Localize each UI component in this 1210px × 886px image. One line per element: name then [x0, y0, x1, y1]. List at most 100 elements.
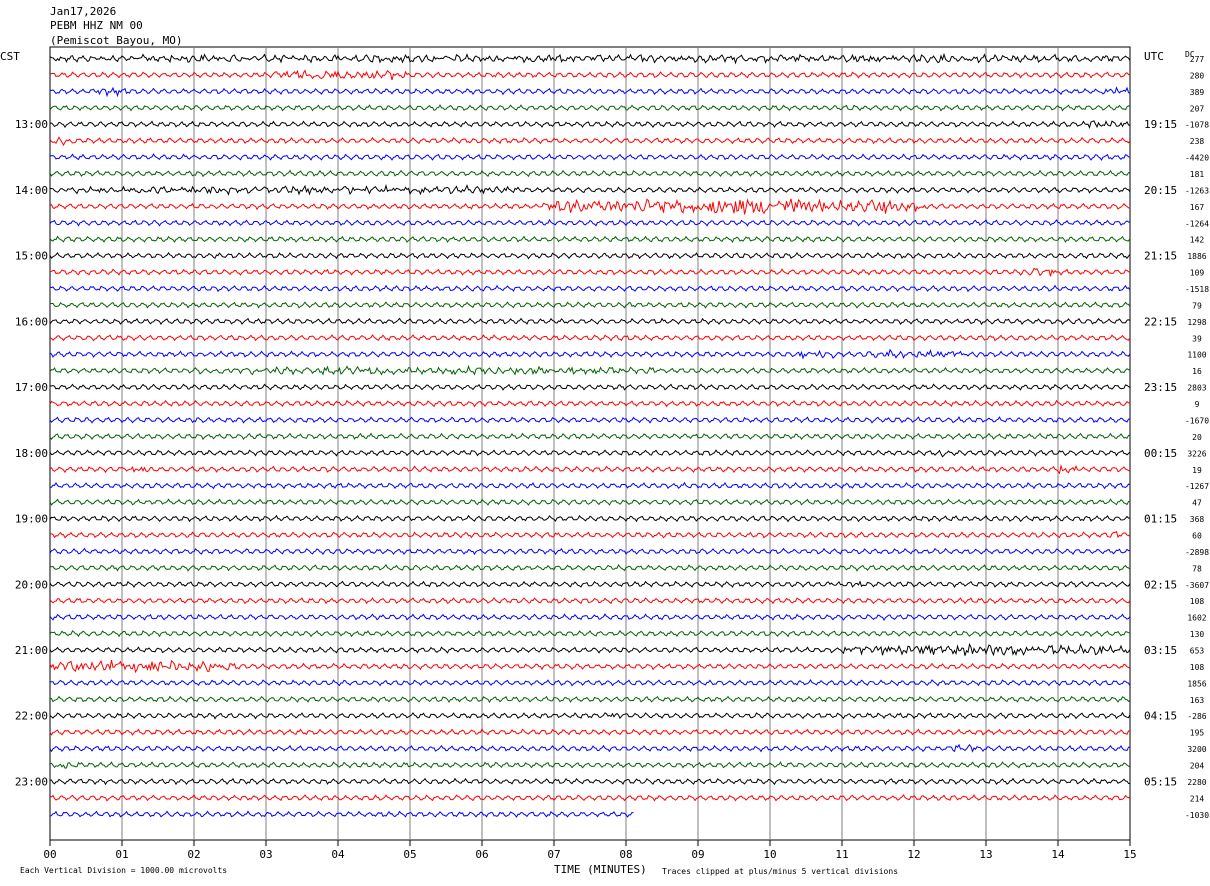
dc-offset-value: 181 [1190, 170, 1205, 179]
dc-offset-value: 1298 [1187, 318, 1206, 327]
right-hour-label: 21:15 [1144, 250, 1177, 263]
seismic-trace [49, 743, 1131, 753]
dc-offset-value: 368 [1190, 515, 1205, 524]
dc-offset-value: -3607 [1185, 581, 1209, 590]
x-tick-label: 01 [115, 848, 128, 861]
right-hour-label: 05:15 [1144, 775, 1177, 788]
dc-offset-value: 214 [1190, 794, 1205, 803]
dc-offset-value: 39 [1192, 334, 1202, 343]
dc-offset-value: -1030 [1185, 811, 1209, 820]
x-tick-label: 06 [475, 848, 488, 861]
seismic-trace [49, 728, 1131, 736]
right-hour-label: 03:15 [1144, 644, 1177, 657]
dc-offset-value: 3200 [1187, 745, 1206, 754]
seismic-trace [49, 399, 1131, 408]
dc-offset-value: 78 [1192, 564, 1202, 573]
seismic-trace [49, 416, 1131, 424]
seismic-trace [49, 348, 1131, 360]
seismic-trace [49, 136, 1131, 147]
left-timezone-label: CST [0, 50, 20, 63]
x-tick-label: 08 [619, 848, 632, 861]
dc-offset-value: 1856 [1187, 679, 1206, 688]
seismic-trace [49, 711, 1131, 720]
seismic-trace [49, 777, 1131, 786]
dc-offset-value: 109 [1190, 269, 1205, 278]
seismic-trace [49, 449, 1131, 458]
left-hour-label: 16:00 [15, 315, 48, 328]
seismic-trace [49, 564, 1131, 572]
seismic-trace [49, 383, 1131, 391]
station-location: (Pemiscot Bayou, MO) [50, 34, 183, 47]
left-hour-label: 18:00 [15, 447, 48, 460]
dc-offset-value: -1264 [1185, 219, 1209, 228]
left-hour-label: 20:00 [15, 578, 48, 591]
left-hour-label: 22:00 [15, 710, 48, 723]
right-timezone-label: UTC [1144, 50, 1164, 63]
seismic-trace [49, 514, 1131, 523]
dc-offset-value: 1100 [1187, 351, 1206, 360]
seismic-trace [49, 629, 1131, 638]
left-hour-label: 23:00 [15, 775, 48, 788]
scale-note: Each Vertical Division = 1000.00 microvo… [20, 866, 228, 875]
left-hour-label: 17:00 [15, 381, 48, 394]
dc-offset-value: 1886 [1187, 252, 1206, 261]
seismic-trace [49, 432, 1131, 441]
right-hour-label: 01:15 [1144, 513, 1177, 526]
seismic-trace [49, 530, 1131, 539]
seismic-trace [49, 334, 1131, 342]
seismic-trace [49, 463, 1131, 475]
dc-offset-value: 163 [1190, 696, 1205, 705]
seismic-trace [50, 481, 1131, 490]
seismic-trace [49, 794, 1131, 802]
seismic-trace [49, 218, 1131, 227]
dc-offset-value: 79 [1192, 301, 1202, 310]
right-hour-label: 04:15 [1144, 710, 1177, 723]
seismic-trace [49, 120, 1131, 129]
x-tick-label: 15 [1123, 848, 1136, 861]
dc-offset-value: -286 [1187, 712, 1206, 721]
dc-offset-value: 167 [1190, 203, 1205, 212]
dc-offset-value: -1263 [1185, 186, 1209, 195]
x-tick-label: 11 [835, 848, 848, 861]
x-tick-label: 03 [259, 848, 272, 861]
seismic-trace [49, 69, 1131, 81]
seismic-trace [49, 52, 1131, 65]
right-hour-label: 00:15 [1144, 447, 1177, 460]
seismic-trace [49, 547, 1131, 556]
x-tick-label: 14 [1051, 848, 1065, 861]
x-tick-label: 00 [43, 848, 56, 861]
left-hour-label: 21:00 [15, 644, 48, 657]
seismic-trace [49, 301, 1131, 309]
seismic-trace [49, 613, 1131, 621]
x-tick-label: 02 [187, 848, 200, 861]
dc-offset-value: 1602 [1187, 614, 1206, 623]
dc-offset-value: 9 [1195, 400, 1200, 409]
seismic-trace [49, 695, 1131, 704]
plot-frame [49, 46, 1131, 841]
seismic-trace [49, 580, 1131, 589]
dc-offset-value: -1670 [1185, 416, 1209, 425]
seismic-trace [49, 659, 1131, 674]
station-code: PEBM HHZ NM 00 [50, 19, 143, 32]
dc-offset-value: 3226 [1187, 449, 1206, 458]
seismic-trace [49, 183, 1131, 196]
seismic-trace [49, 679, 1131, 687]
x-tick-label: 09 [691, 848, 704, 861]
right-hour-label: 02:15 [1144, 578, 1177, 591]
dc-offset-value: 19 [1192, 466, 1202, 475]
seismic-trace [49, 86, 1131, 98]
seismic-trace [49, 597, 1131, 605]
dc-offset-value: 2280 [1187, 778, 1206, 787]
right-hour-label: 22:15 [1144, 315, 1177, 328]
x-tick-label: 13 [979, 848, 992, 861]
dc-offset-value: 60 [1192, 531, 1202, 540]
right-hour-label: 19:15 [1144, 118, 1177, 131]
seismic-trace [49, 364, 1131, 376]
dc-offset-value: 2803 [1187, 384, 1206, 393]
x-tick-label: 04 [331, 848, 345, 861]
seismic-trace [49, 235, 1131, 243]
seismic-trace [49, 153, 1131, 161]
seismic-trace [49, 810, 634, 818]
dc-offset-value: 195 [1190, 729, 1205, 738]
